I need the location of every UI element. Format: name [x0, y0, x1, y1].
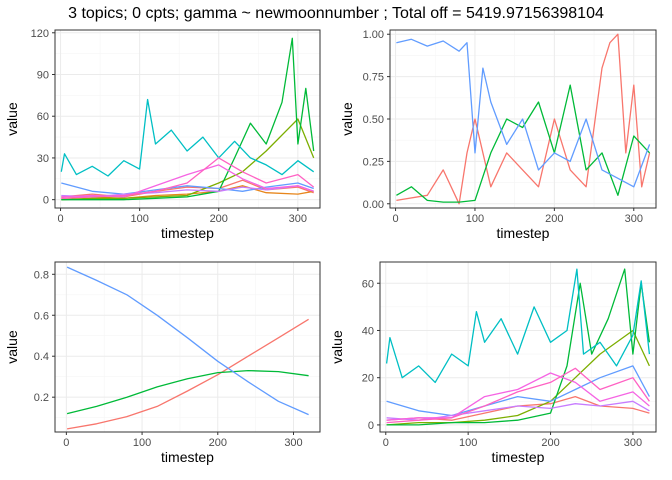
series-line-2 — [61, 185, 314, 199]
y-axis-title: value — [4, 102, 20, 136]
series-line-1 — [396, 33, 651, 205]
x-tick-label: 0 — [57, 213, 63, 225]
y-tick-label: 0 — [368, 420, 374, 432]
series-line-2 — [396, 84, 651, 203]
x-tick-label: 300 — [624, 437, 642, 449]
x-tick-label: 100 — [133, 437, 151, 449]
y-tick-label: 90 — [37, 70, 49, 82]
x-tick-label: 100 — [459, 437, 477, 449]
x-axis-title: timestep — [492, 449, 545, 465]
x-tick-label: 100 — [466, 213, 484, 225]
y-tick-label: 0 — [43, 195, 49, 207]
series-line-4 — [61, 37, 315, 201]
y-tick-label: 120 — [31, 28, 49, 40]
y-tick-label: 40 — [362, 325, 374, 337]
y-tick-label: 0.4 — [34, 351, 49, 363]
y-axis-title: value — [329, 330, 345, 364]
y-tick-label: 60 — [362, 278, 374, 290]
panel-border — [54, 29, 321, 209]
panel-background — [55, 30, 320, 208]
x-tick-label: 200 — [541, 437, 559, 449]
series-line-2 — [386, 329, 650, 426]
x-tick-label: 0 — [383, 437, 389, 449]
panel-top-left: 0 100 200 300 0 30 60 90 120 timestep value — [4, 28, 321, 241]
panel-bottom-right: 0 100 200 300 0 20 40 60 timestep value — [329, 261, 657, 465]
y-tick-label: 20 — [362, 373, 374, 385]
series-line-9 — [61, 157, 315, 199]
y-tick-label: 0.00 — [363, 199, 384, 211]
series-line-4 — [385, 268, 651, 384]
series-line-2 — [66, 369, 309, 415]
x-tick-label: 300 — [284, 437, 302, 449]
y-tick-label: 1.00 — [363, 29, 384, 41]
series-line-3 — [386, 268, 651, 426]
panel-bottom-left: 0 100 200 300 0.2 0.4 0.6 0.8 timestep value — [4, 261, 321, 465]
series-line-6 — [61, 182, 314, 195]
y-tick-label: 0.50 — [363, 114, 384, 126]
x-axis-title: timestep — [161, 449, 214, 465]
x-axis-title: timestep — [161, 225, 214, 241]
series-line-3 — [66, 266, 309, 416]
x-tick-label: 200 — [210, 213, 228, 225]
series-group — [385, 268, 651, 426]
series-group — [396, 33, 651, 205]
y-tick-label: 0.25 — [363, 156, 384, 168]
y-tick-label: 60 — [37, 111, 49, 123]
figure-title: 3 topics; 0 cpts; gamma ~ newmoonnumber … — [68, 5, 604, 22]
panel-border — [379, 261, 657, 433]
y-tick-label: 30 — [37, 153, 49, 165]
series-line-7 — [61, 185, 314, 198]
panel-border — [54, 261, 321, 433]
series-line-8 — [386, 367, 650, 424]
y-axis-title: value — [4, 330, 20, 364]
x-tick-label: 0 — [63, 437, 69, 449]
series-group — [66, 266, 309, 430]
y-tick-label: 0.75 — [363, 72, 384, 84]
series-line-1 — [66, 318, 309, 430]
series-group — [60, 37, 315, 201]
x-tick-label: 200 — [209, 437, 227, 449]
panel-border — [389, 29, 657, 209]
panel-background — [55, 262, 320, 432]
y-tick-label: 0.8 — [34, 269, 49, 281]
x-tick-label: 300 — [289, 213, 307, 225]
x-axis-title: timestep — [497, 225, 550, 241]
x-tick-label: 100 — [130, 213, 148, 225]
series-line-3 — [396, 38, 651, 188]
x-tick-label: 0 — [392, 213, 398, 225]
x-tick-label: 300 — [625, 213, 643, 225]
y-tick-label: 0.6 — [34, 310, 49, 322]
series-line-3 — [61, 118, 315, 201]
x-tick-label: 200 — [545, 213, 563, 225]
series-line-7 — [386, 372, 650, 421]
series-line-5 — [60, 98, 315, 177]
panel-top-right: 0 100 200 300 0.00 0.25 0.50 0.75 1.00 timestep va… — [339, 29, 657, 241]
y-tick-label: 0.2 — [34, 392, 49, 404]
y-axis-title: value — [339, 102, 355, 136]
series-line-5 — [386, 365, 650, 417]
